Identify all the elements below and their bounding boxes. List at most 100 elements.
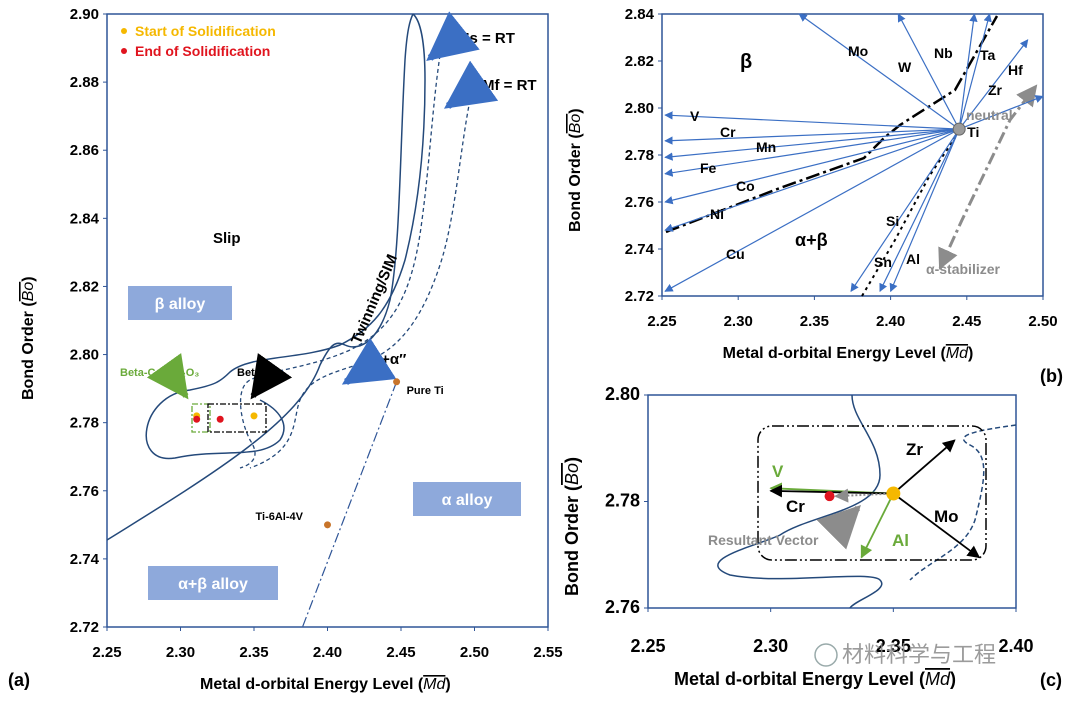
y-tick-label: 2.84 <box>70 210 100 227</box>
x-axis-ticks-b: 2.25 2.30 2.35 2.40 2.45 2.50 <box>647 296 1058 330</box>
beta-region-label: β <box>740 51 752 73</box>
data-point <box>324 521 331 529</box>
element-vectors-c: VCr Zr Mo Al <box>769 439 981 559</box>
twinning-boundary-curve <box>145 13 426 460</box>
mf-arrow <box>443 60 499 109</box>
y-tick-label: 2.90 <box>70 6 99 23</box>
vector-arrow <box>798 13 960 130</box>
resultant-pointer-arrow <box>816 505 861 550</box>
y-tick-label: 2.88 <box>70 74 99 91</box>
vector-arrow <box>664 128 960 161</box>
y-tick-label: 2.82 <box>70 278 99 295</box>
vector-label: Cu <box>726 246 745 262</box>
vector-label: Fe <box>700 160 717 176</box>
element-vectors-b: V Cr Mn Fe Co Ni Cu Mo W Nb Ta Hf Zr Si Sn Al Ti <box>664 13 1044 293</box>
x-axis-ticks-a: 2.25 2.30 2.35 2.40 2.45 2.50 2.55 <box>92 627 563 661</box>
ti-origin-label: Ti <box>967 124 979 140</box>
beta-c-arrow <box>250 353 293 400</box>
data-point <box>393 378 401 386</box>
y-tick-label: 2.80 <box>70 347 99 364</box>
x-tick-label: 2.35 <box>876 636 911 656</box>
mf-curve <box>249 99 471 469</box>
watermark-icon <box>814 643 838 667</box>
panel-label-b: (b) <box>1040 366 1063 386</box>
y-tick-label: 2.74 <box>625 241 655 258</box>
y-tick-label: 2.76 <box>70 483 99 500</box>
data-point <box>216 415 224 423</box>
plot-frame-a <box>106 13 549 628</box>
vector-label: Co <box>736 178 755 194</box>
data-point <box>193 415 201 423</box>
vector-arrow <box>892 439 956 495</box>
vector-arrow <box>664 128 960 145</box>
y-tick-label: 2.74 <box>70 551 100 568</box>
beta-c-la-arrow <box>146 353 189 400</box>
y-tick-label: 2.80 <box>605 384 640 404</box>
x-axis-title-b: Metal d-orbital Energy Level (Md) <box>723 345 974 362</box>
beta-alloy-label: β alloy <box>155 296 206 313</box>
alpha-alloy-box <box>413 482 521 516</box>
y-tick-label: 2.72 <box>625 288 654 305</box>
vector-label: Mn <box>756 139 776 155</box>
y-tick-label: 2.86 <box>70 142 99 159</box>
twinning-label: Twinning/SIM <box>348 252 401 347</box>
x-tick-label: 2.50 <box>1028 313 1057 330</box>
vector-label: Nb <box>934 45 953 61</box>
vector-arrow <box>664 111 960 130</box>
panel-label-c: (c) <box>1040 670 1062 690</box>
ti-alloy-line <box>301 381 398 628</box>
y-tick-label: 2.84 <box>625 6 655 23</box>
vector-label: Ta <box>980 47 996 63</box>
vector-label: Cr <box>786 497 805 516</box>
beta-c-label: Beta-C <box>237 367 273 379</box>
resultant-vector-label: Resultant Vector <box>708 532 819 548</box>
vector-label: Mo <box>934 507 959 526</box>
x-tick-label: 2.25 <box>647 313 676 330</box>
data-point <box>250 412 258 420</box>
x-axis-title-c: Metal d-orbital Energy Level (Md) <box>674 669 956 689</box>
legend-start-label: Start of Solidification <box>135 23 276 39</box>
beta-alpha-arrow <box>341 337 397 385</box>
y-axis-title-c: Bond Order (Bo) <box>562 457 582 596</box>
data-points-a: Pure Ti Ti-6Al-4V <box>193 378 444 529</box>
vector-label: V <box>690 108 700 124</box>
y-tick-label: 2.80 <box>625 100 654 117</box>
y-axis-title-b: Bond Order (Bo) <box>567 108 584 232</box>
vector-arrow <box>879 128 960 293</box>
y-axis-ticks-a: 2.72 2.74 2.76 2.78 2.80 2.82 2.84 2.86 2.88 2.90 <box>70 6 107 636</box>
vector-arrow <box>664 128 960 292</box>
x-tick-label: 2.55 <box>533 644 562 661</box>
x-tick-label: 2.40 <box>313 644 342 661</box>
y-tick-label: 2.72 <box>70 619 99 636</box>
vector-arrow <box>897 13 960 130</box>
vector-label: Al <box>892 531 909 550</box>
panel-a: 2.72 2.74 2.76 2.78 2.80 2.82 2.84 2.86 2.88 2.90… <box>8 6 563 693</box>
panel-c: 2.762.782.80 2.25 2.30 2.35 2.40 VCrZrMoAl … <box>562 384 1062 690</box>
vector-label: Zr <box>906 440 923 459</box>
vector-label: W <box>898 59 912 75</box>
vector-arrow <box>892 492 981 559</box>
panel-b: 2.72 2.74 2.76 2.78 2.80 2.82 2.84 2.25 2.30 2.3… <box>567 6 1063 386</box>
y-tick-label: 2.78 <box>70 415 99 432</box>
ms-curve <box>239 54 441 469</box>
beta-alloy-box <box>128 286 232 320</box>
y-tick-label: 2.76 <box>605 597 640 617</box>
alpha-beta-alloy-box <box>148 566 278 600</box>
point-label: Pure Ti <box>407 385 444 397</box>
x-axis-ticks-c: 2.25 2.30 2.35 2.40 <box>630 608 1034 656</box>
y-tick-label: 2.78 <box>625 147 654 164</box>
beta-c-box <box>207 403 267 433</box>
boundary-curve-c <box>717 394 883 609</box>
x-tick-label: 2.35 <box>800 313 829 330</box>
beta-c-la-label: Beta-C + La₂O₃ <box>120 367 199 379</box>
panel-label-a: (a) <box>8 670 30 690</box>
watermark: 材料科学与工程 <box>814 642 996 667</box>
vector-arrow <box>664 128 960 232</box>
neutral-label: neutral <box>966 107 1013 123</box>
alpha-beta-alloy-label: α+β alloy <box>178 576 248 593</box>
x-tick-label: 2.30 <box>753 636 788 656</box>
vector-arrow <box>664 128 960 177</box>
x-tick-label: 2.25 <box>630 636 665 656</box>
resultant-vector <box>834 488 894 503</box>
